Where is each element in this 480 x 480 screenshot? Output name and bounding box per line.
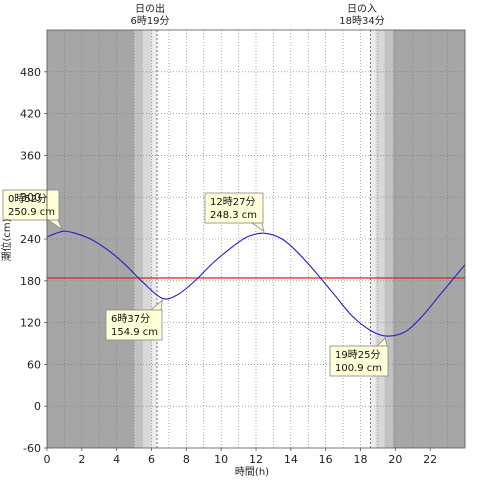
extreme-callout: 6時37分 154.9 cm [105, 299, 163, 341]
y-tick-label: 180 [20, 275, 41, 288]
tide-line-layer [46, 230, 466, 337]
x-tick-label: 6 [148, 453, 155, 466]
y-tick-label: 240 [20, 233, 41, 246]
callout-value: 154.9 cm [111, 327, 158, 338]
x-tick-label: 0 [44, 453, 51, 466]
x-tick-label: 18 [354, 453, 368, 466]
callout-value: 248.3 cm [210, 210, 257, 221]
x-tick-label: 22 [423, 453, 437, 466]
callout-time: 0時52分 [8, 193, 47, 205]
x-tick-label: 8 [183, 453, 190, 466]
sunrise-time: 6時19分 [130, 15, 169, 27]
extreme-callout: 12時27分 248.3 cm [204, 192, 265, 233]
x-tick-label: 2 [78, 453, 85, 466]
twilight-band-5 [375, 30, 385, 448]
tide-line [46, 230, 466, 337]
x-tick-label: 14 [284, 453, 298, 466]
x-tick-label: 10 [214, 453, 228, 466]
y-tick-label: 420 [20, 108, 41, 121]
annotation-layer: 0時52分 250.9 cm 6時37分 154.9 cm 12時27分 248.3 cm… [2, 189, 389, 377]
sunset-title: 日の入 [347, 4, 377, 15]
y-tick-label: 120 [20, 317, 41, 330]
callout-box [329, 345, 389, 377]
y-tick-label: 60 [27, 358, 41, 371]
callout-time: 19時25分 [335, 349, 380, 361]
twilight-band-6 [384, 30, 394, 448]
x-axis-title: 時間(h) [235, 466, 269, 478]
extreme-callout: 19時25分 100.9 cm [329, 337, 389, 377]
y-tick-label: 360 [20, 149, 41, 162]
grid [47, 30, 465, 448]
y-tick-label: 0 [34, 400, 41, 413]
twilight-band-3 [151, 30, 158, 448]
x-tick-label: 16 [319, 453, 333, 466]
x-tick-label: 4 [113, 453, 120, 466]
extreme-callout: 0時52分 250.9 cm [2, 189, 64, 231]
callout-box [2, 189, 60, 221]
x-tick-label: 12 [249, 453, 263, 466]
x-tick-label: 20 [388, 453, 402, 466]
callout-value: 100.9 cm [335, 363, 382, 374]
y-tick-label: 300 [20, 191, 41, 204]
callout-time: 12時27分 [210, 196, 255, 208]
y-tick-label: 480 [20, 66, 41, 79]
twilight-band-4 [370, 30, 376, 448]
y-axis-title: 潮位(cm) [0, 218, 13, 261]
sunset-time: 18時34分 [339, 15, 384, 27]
daylight-shading [47, 30, 465, 448]
callout-box [105, 309, 163, 341]
twilight-band-2 [143, 30, 152, 448]
night-band-evening [393, 30, 465, 448]
callout-box [204, 192, 264, 224]
sunrise-title: 日の出 [135, 2, 165, 15]
callout-value: 250.9 cm [8, 207, 55, 218]
callout-time: 6時37分 [111, 313, 150, 325]
twilight-band-1 [134, 30, 144, 448]
y-tick-label: -60 [23, 442, 41, 455]
